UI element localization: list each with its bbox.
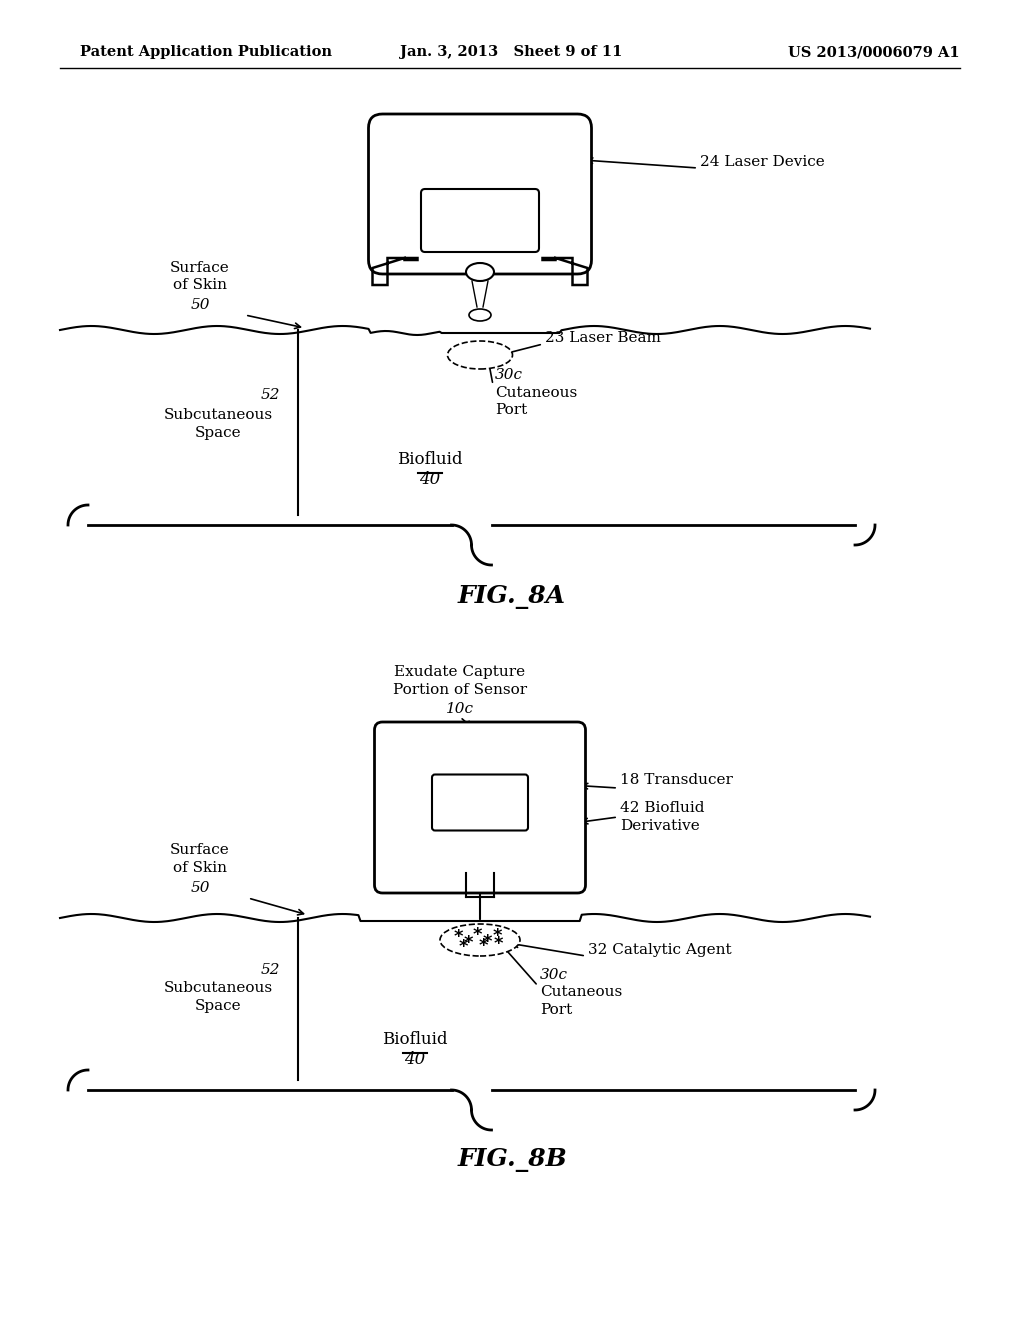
- Text: *: *: [459, 939, 468, 956]
- Text: 50: 50: [190, 298, 210, 312]
- Text: 30c: 30c: [540, 968, 568, 982]
- Text: of Skin: of Skin: [173, 279, 227, 292]
- Text: Jan. 3, 2013   Sheet 9 of 11: Jan. 3, 2013 Sheet 9 of 11: [400, 45, 623, 59]
- Ellipse shape: [440, 924, 520, 956]
- Text: FIG._8A: FIG._8A: [458, 585, 566, 609]
- Text: 52: 52: [260, 964, 280, 977]
- Text: 10c: 10c: [446, 702, 474, 715]
- Text: 23 Laser Beam: 23 Laser Beam: [545, 331, 660, 345]
- Text: Subcutaneous: Subcutaneous: [164, 981, 272, 995]
- Text: Port: Port: [540, 1003, 572, 1016]
- Text: Space: Space: [195, 999, 242, 1012]
- FancyBboxPatch shape: [375, 722, 586, 894]
- Text: *: *: [478, 937, 487, 954]
- Text: Biofluid: Biofluid: [382, 1031, 447, 1048]
- Text: Cutaneous: Cutaneous: [540, 985, 623, 999]
- Text: *: *: [482, 933, 492, 950]
- Text: Port: Port: [495, 403, 527, 417]
- Text: of Skin: of Skin: [173, 861, 227, 875]
- Text: 50: 50: [190, 880, 210, 895]
- Text: Derivative: Derivative: [620, 818, 699, 833]
- Text: *: *: [463, 935, 473, 952]
- Text: 52: 52: [260, 388, 280, 403]
- Text: Exudate Capture: Exudate Capture: [394, 665, 525, 678]
- Ellipse shape: [469, 309, 490, 321]
- Text: Space: Space: [195, 426, 242, 440]
- Text: Subcutaneous: Subcutaneous: [164, 408, 272, 422]
- FancyBboxPatch shape: [369, 114, 592, 275]
- Text: Cutaneous: Cutaneous: [495, 385, 578, 400]
- Text: 40: 40: [404, 1052, 426, 1068]
- FancyBboxPatch shape: [421, 189, 539, 252]
- Text: Surface: Surface: [170, 261, 229, 275]
- Text: 40: 40: [420, 471, 440, 488]
- Text: 18 Transducer: 18 Transducer: [620, 774, 733, 787]
- Text: *: *: [472, 927, 481, 944]
- Text: 24 Laser Device: 24 Laser Device: [700, 154, 824, 169]
- Text: 42 Biofluid: 42 Biofluid: [620, 801, 705, 814]
- Text: *: *: [494, 935, 503, 953]
- Text: 32 Catalytic Agent: 32 Catalytic Agent: [588, 942, 731, 957]
- Ellipse shape: [447, 341, 512, 370]
- Text: US 2013/0006079 A1: US 2013/0006079 A1: [788, 45, 961, 59]
- Text: Biofluid: Biofluid: [397, 451, 463, 469]
- Text: Portion of Sensor: Portion of Sensor: [393, 682, 527, 697]
- Text: *: *: [493, 927, 502, 945]
- Text: Surface: Surface: [170, 843, 229, 857]
- FancyBboxPatch shape: [432, 775, 528, 830]
- Text: *: *: [454, 928, 463, 946]
- Text: FIG._8B: FIG._8B: [457, 1148, 567, 1172]
- Ellipse shape: [466, 263, 494, 281]
- Text: 30c: 30c: [495, 368, 523, 381]
- Text: Patent Application Publication: Patent Application Publication: [80, 45, 332, 59]
